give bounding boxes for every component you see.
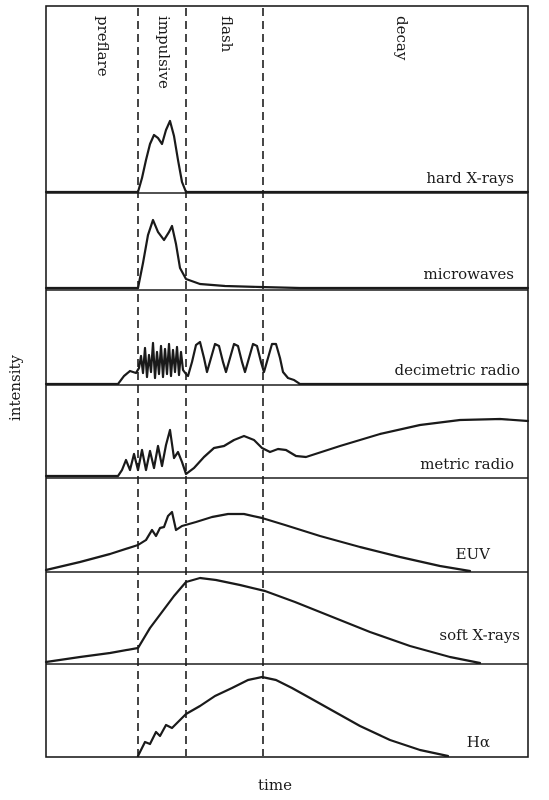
soft-xrays-curve (44, 576, 482, 665)
x-axis-label: time (258, 776, 292, 794)
panel-label-euv: EUV (456, 545, 492, 563)
phase-label-preflare: preflare (94, 16, 112, 77)
diagram-frame (45, 5, 529, 758)
phase-label-decay: decay (393, 16, 411, 61)
h-alpha-curve (136, 675, 450, 758)
y-axis-label: intensity (6, 354, 24, 421)
panel-label-metric-radio: metric radio (420, 455, 514, 473)
panel-label-decimetric-radio: decimetric radio (395, 361, 521, 379)
microwaves-curve (44, 218, 530, 290)
panel-label-hard-xrays: hard X-rays (426, 169, 514, 187)
phase-label-flash: flash (218, 16, 236, 53)
metric-radio-curve (44, 417, 530, 478)
panel-label-soft-xrays: soft X-rays (439, 626, 520, 644)
euv-curve (44, 510, 472, 573)
decimetric-radio-curve (44, 340, 530, 386)
hard-xrays-curve (44, 119, 530, 194)
panel-label-microwaves: microwaves (424, 265, 514, 283)
phase-label-impulsive: impulsive (155, 16, 173, 89)
panel-label-h-alpha: Hα (467, 733, 490, 751)
